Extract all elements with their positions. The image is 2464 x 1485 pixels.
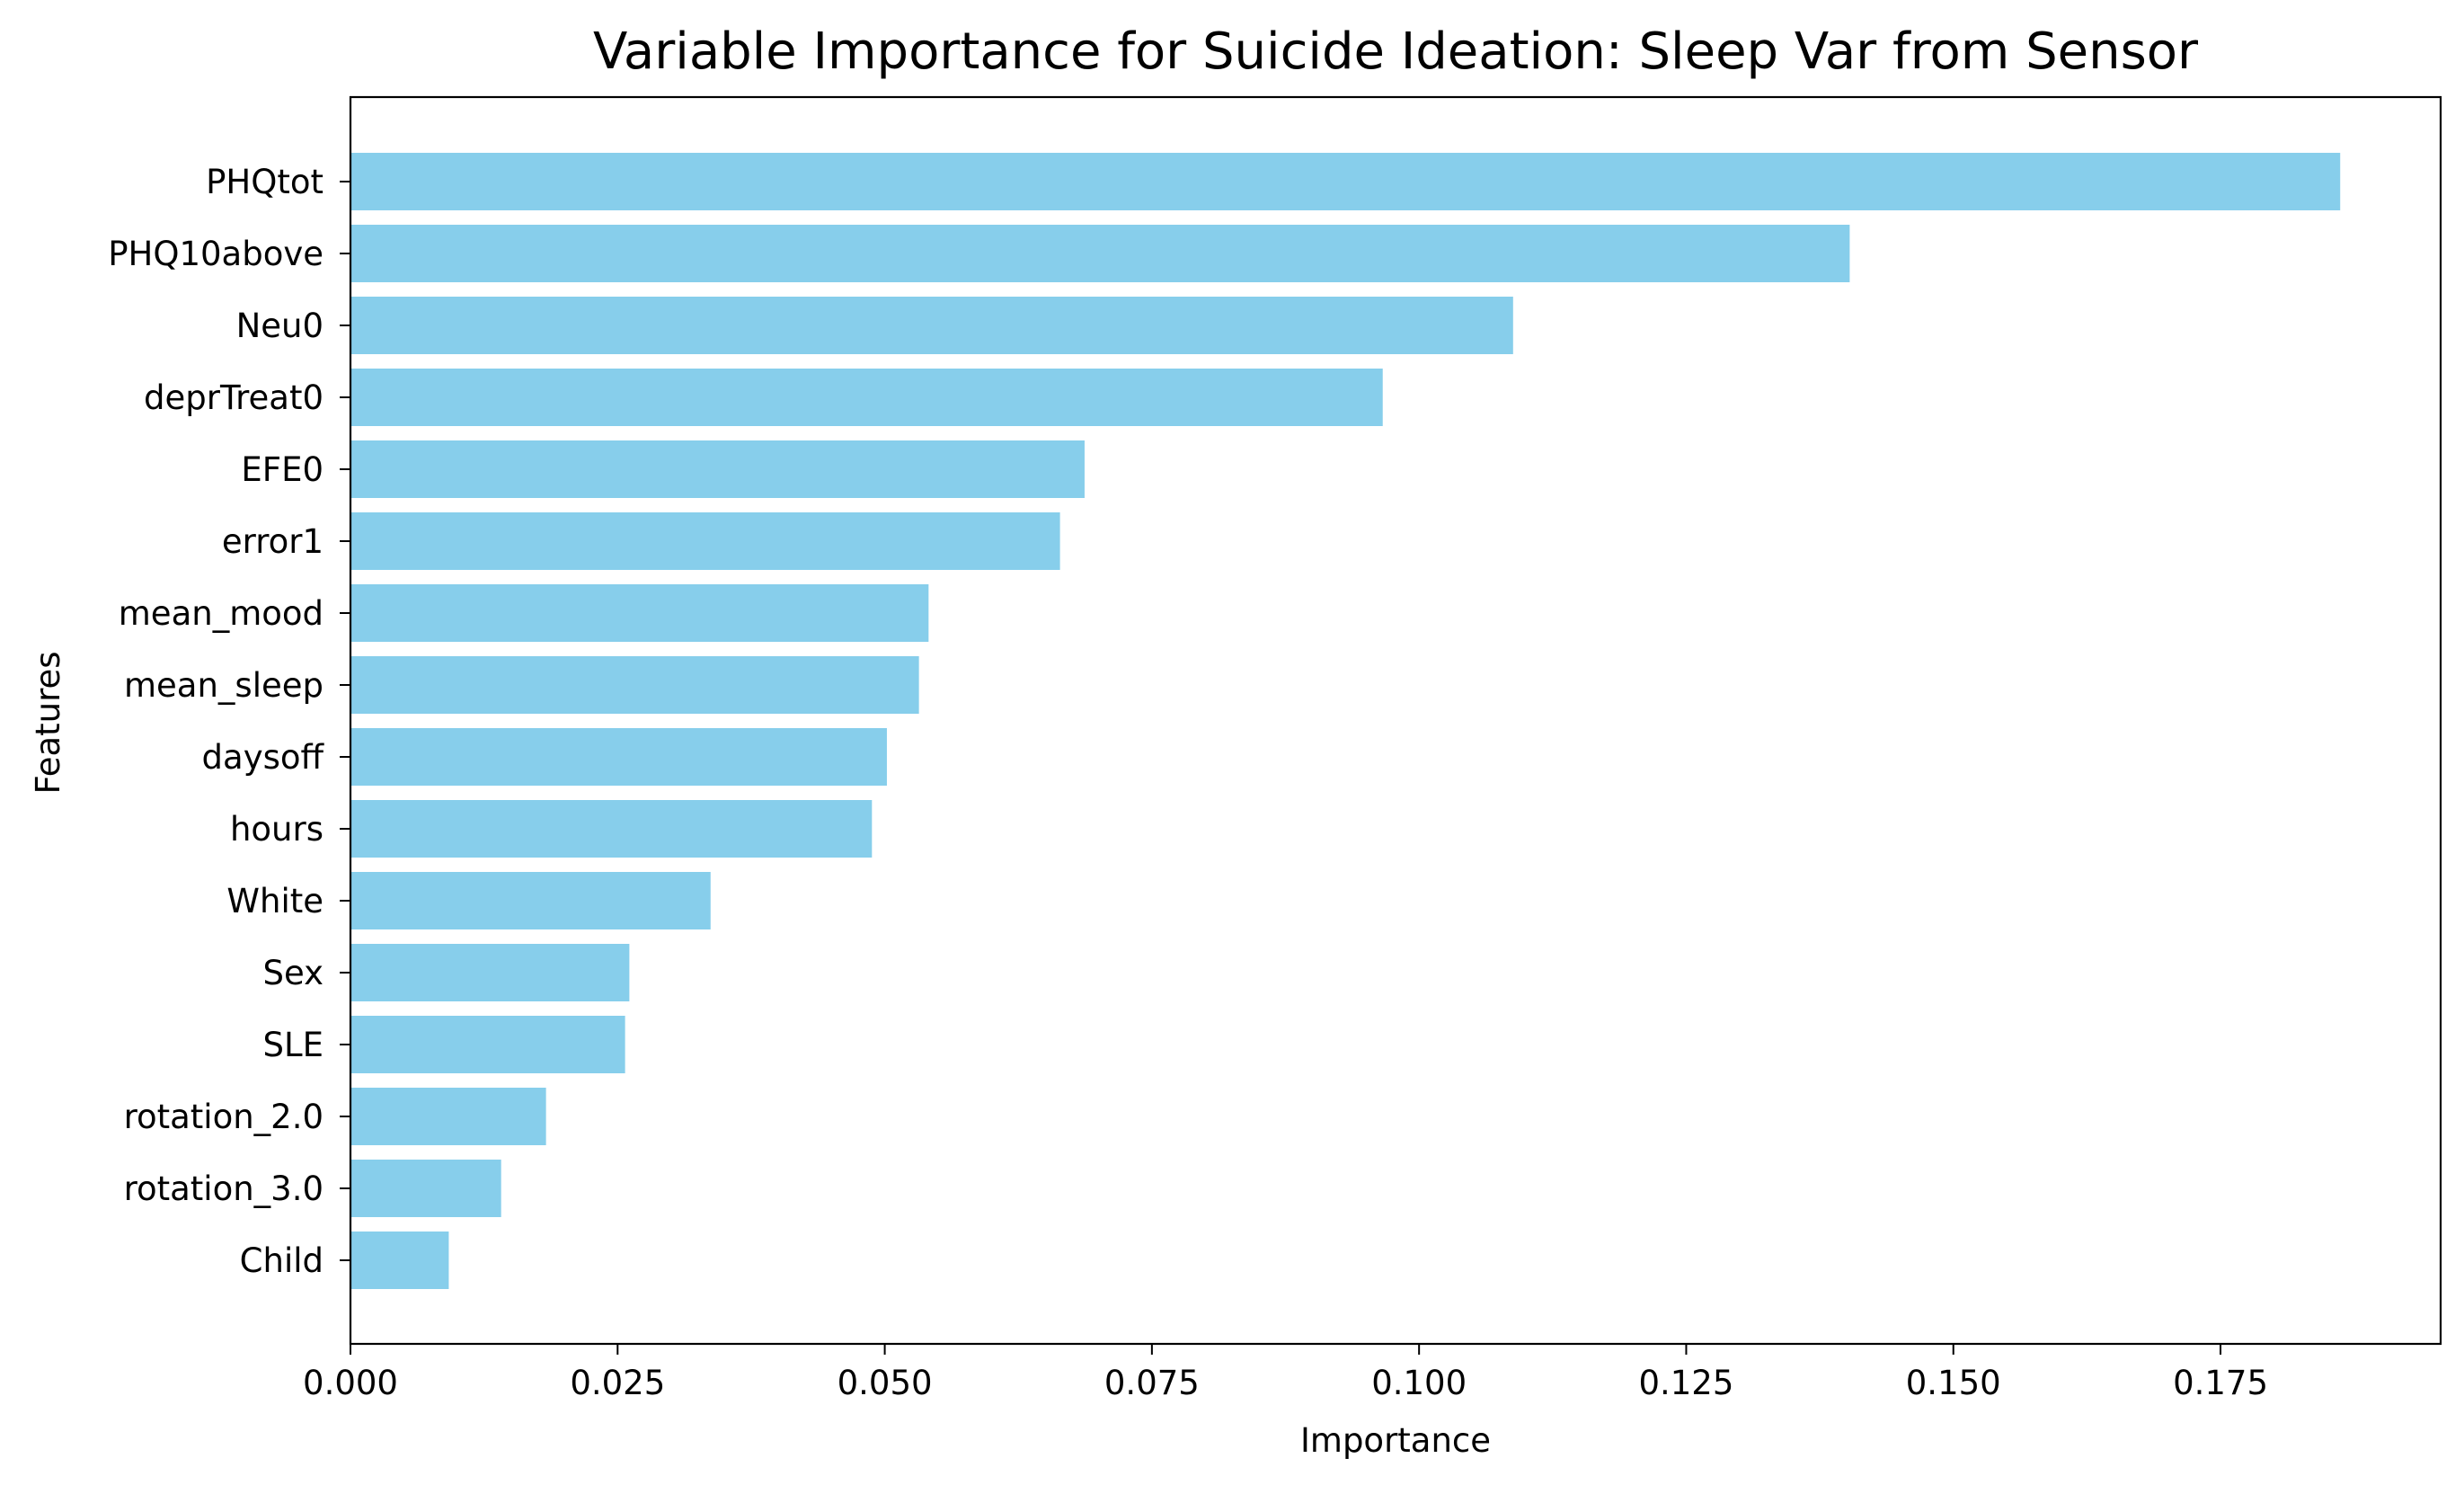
bar-7 [350, 656, 919, 714]
y-tick-label: Child [240, 1241, 324, 1280]
bar-14 [350, 1160, 501, 1217]
x-tick-label: 0.050 [838, 1364, 933, 1402]
bar-15 [350, 1232, 449, 1289]
y-tick-label: EFE0 [241, 450, 324, 489]
bar-2 [350, 297, 1513, 354]
y-axis-label: Features [29, 651, 67, 794]
bar-5 [350, 512, 1060, 570]
bar-9 [350, 800, 873, 858]
y-tick-label: mean_sleep [124, 666, 324, 705]
bar-0 [350, 153, 2341, 210]
bar-12 [350, 1016, 625, 1073]
y-tick-label: daysoff [202, 738, 325, 777]
plot-frame [349, 95, 2442, 1346]
y-tick-label: SLE [263, 1026, 324, 1064]
x-ticks-group: 0.000 0.025 0.050 0.075 0.100 0.125 0.150 0.175 [303, 1344, 2268, 1402]
bar-13 [350, 1088, 546, 1145]
bars-group [350, 153, 2341, 1289]
x-tick-label: 0.000 [303, 1364, 398, 1402]
x-tick-label: 0.150 [1906, 1364, 2001, 1402]
y-tick-label: rotation_2.0 [124, 1098, 324, 1136]
y-tick-label: hours [230, 810, 324, 849]
y-tick-label: Neu0 [236, 307, 324, 345]
y-tick-label: error1 [222, 522, 324, 561]
bar-1 [350, 225, 1850, 282]
y-tick-label: rotation_3.0 [124, 1169, 324, 1208]
bar-11 [350, 944, 630, 1001]
x-tick-label: 0.025 [570, 1364, 665, 1402]
bar-8 [350, 728, 887, 786]
bar-4 [350, 440, 1085, 498]
bar-10 [350, 872, 711, 929]
y-ticks-group: PHQtot PHQ10above Neu0 deprTreat0 EFE0 error1… [108, 163, 350, 1280]
y-tick-label: White [226, 882, 324, 920]
y-tick-label: Sex [263, 954, 324, 992]
bar-6 [350, 584, 929, 642]
x-tick-label: 0.100 [1371, 1364, 1467, 1402]
x-axis-label: Importance [1300, 1421, 1491, 1460]
y-tick-label: mean_mood [119, 594, 324, 633]
y-tick-label: deprTreat0 [144, 378, 324, 417]
y-tick-label: PHQ10above [108, 235, 324, 273]
chart-title: Variable Importance for Suicide Ideation… [593, 22, 2199, 81]
x-tick-label: 0.175 [2173, 1364, 2268, 1402]
x-tick-label: 0.125 [1638, 1364, 1733, 1402]
y-tick-label: PHQtot [206, 163, 324, 201]
x-tick-label: 0.075 [1104, 1364, 1200, 1402]
bar-3 [350, 369, 1383, 426]
